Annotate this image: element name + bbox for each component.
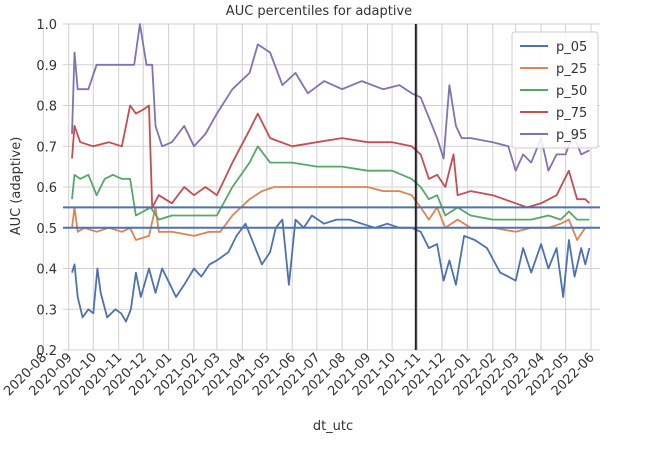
legend-label: p_05 [556,40,587,55]
y-tick-label: 0.8 [36,100,57,115]
y-tick-label: 0.2 [36,344,57,359]
legend-label: p_95 [556,128,587,143]
y-tick-label: 0.5 [36,222,57,237]
legend-box [511,31,599,149]
legend-label: p_25 [556,62,587,77]
series-line-p_50 [71,145,590,221]
y-tick-label: 0.4 [36,263,57,278]
y-tick-label: 0.9 [36,59,57,74]
y-tick-labels: 0.2 0.3 0.4 0.5 0.6 0.7 0.8 0.9 1.0 [36,18,57,359]
series-line-p_75 [71,104,591,209]
series-line-p_05 [71,214,591,323]
chart-title: AUC percentiles for adaptive [226,4,412,19]
x-axis-label: dt_utc [313,419,353,434]
y-tick-label: 0.3 [36,303,57,318]
y-tick-label: 0.6 [36,181,57,196]
legend-label: p_75 [556,106,587,121]
y-axis-label: AUC (adaptive) [9,137,24,236]
y-tick-label: 1.0 [36,18,57,33]
series-line-p_95 [71,23,590,172]
y-tick-label: 0.7 [36,140,57,155]
grid [42,23,600,351]
series-lines [63,23,600,350]
legend-label: p_50 [556,84,587,99]
series-line-p_25 [71,186,590,241]
legend: p_05 p_25 p_50 p_75 p_95 [511,31,599,149]
x-tick-labels: 2020-082020-092020-102020-112020-122021-… [1,350,598,399]
